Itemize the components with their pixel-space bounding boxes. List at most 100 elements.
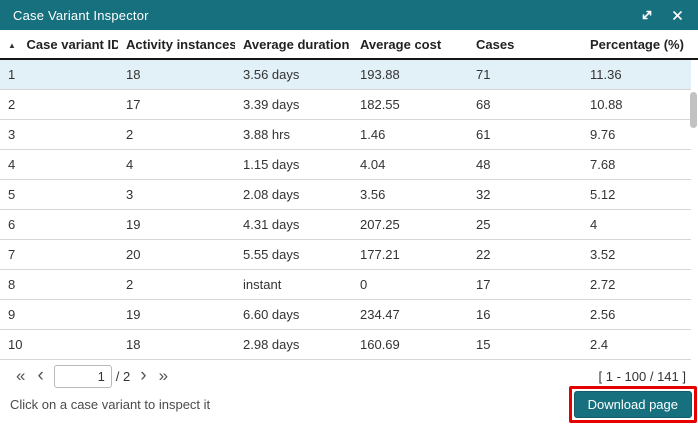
- table-cell: 9.76: [590, 127, 616, 142]
- row-range-label: [ 1 - 100 / 141 ]: [598, 368, 686, 384]
- table-cell: 19: [126, 307, 141, 322]
- table-cell: 2: [126, 277, 134, 292]
- table-cell: 2.98 days: [243, 337, 300, 352]
- table-cell: 160.69: [360, 337, 400, 352]
- column-header-label: Case variant ID: [26, 36, 118, 52]
- table-body: 1 18 3.56 days 193.88 71 11.36 2 17 3.39 days 182…: [0, 60, 691, 360]
- table-cell: 2: [126, 127, 134, 142]
- table-cell: 7: [8, 247, 16, 262]
- table-cell: 4: [126, 157, 134, 172]
- column-header-percentage[interactable]: Percentage (%): [590, 36, 684, 52]
- table-cell: 48: [476, 157, 491, 172]
- table-row[interactable]: 8 2 instant 0 17 2.72: [0, 270, 691, 300]
- table-cell: 193.88: [360, 67, 400, 82]
- table-row[interactable]: 10 18 2.98 days 160.69 15 2.4: [0, 330, 691, 360]
- table-cell: 177.21: [360, 247, 400, 262]
- table-cell: 1.46: [360, 127, 386, 142]
- table-cell: 15: [476, 337, 491, 352]
- table-row[interactable]: 2 17 3.39 days 182.55 68 10.88: [0, 90, 691, 120]
- column-header-average-cost[interactable]: Average cost: [360, 36, 442, 52]
- page-total-label: / 2: [115, 368, 131, 384]
- table-cell: 32: [476, 187, 491, 202]
- table-cell: 3.52: [590, 247, 616, 262]
- column-header-average-duration[interactable]: Average duration: [243, 36, 350, 52]
- table-header-row: ▲ Case variant ID Activity instances Ave…: [0, 30, 698, 60]
- table-row[interactable]: 6 19 4.31 days 207.25 25 4: [0, 210, 691, 240]
- case-variant-table: ▲ Case variant ID Activity instances Ave…: [0, 30, 698, 360]
- table-row[interactable]: 1 18 3.56 days 193.88 71 11.36: [0, 60, 691, 90]
- table-cell: 3: [8, 127, 16, 142]
- table-cell: 68: [476, 97, 491, 112]
- table-cell: 2.72: [590, 277, 616, 292]
- table-cell: 19: [126, 217, 141, 232]
- table-cell: 7.68: [590, 157, 616, 172]
- table-cell: instant: [243, 277, 282, 292]
- page-number-input[interactable]: [53, 364, 112, 388]
- table-cell: 5.12: [590, 187, 616, 202]
- table-cell: 4.04: [360, 157, 386, 172]
- table-cell: 3.56: [360, 187, 386, 202]
- table-cell: 234.47: [360, 307, 400, 322]
- table-cell: 5.55 days: [243, 247, 300, 262]
- table-cell: 61: [476, 127, 491, 142]
- table-cell: 18: [126, 67, 141, 82]
- table-cell: 2: [8, 97, 16, 112]
- sort-ascending-icon: ▲: [8, 40, 16, 50]
- vertical-scrollbar[interactable]: [690, 62, 698, 390]
- table-cell: 6.60 days: [243, 307, 300, 322]
- table-cell: 17: [476, 277, 491, 292]
- table-row[interactable]: 9 19 6.60 days 234.47 16 2.56: [0, 300, 691, 330]
- table-cell: 11.36: [590, 67, 622, 82]
- previous-page-button[interactable]: ‹: [37, 365, 44, 386]
- table-row[interactable]: 3 2 3.88 hrs 1.46 61 9.76: [0, 120, 691, 150]
- table-row[interactable]: 4 4 1.15 days 4.04 48 7.68: [0, 150, 691, 180]
- table-cell: 25: [476, 217, 491, 232]
- table-cell: 3.88 hrs: [243, 127, 290, 142]
- table-cell: 0: [360, 277, 368, 292]
- expand-icon[interactable]: [636, 4, 658, 26]
- table-cell: 16: [476, 307, 491, 322]
- table-cell: 20: [126, 247, 141, 262]
- scrollbar-thumb[interactable]: [690, 92, 697, 128]
- red-annotation-highlight: Download page: [568, 385, 697, 423]
- table-cell: 4: [590, 217, 598, 232]
- hint-text: Click on a case variant to inspect it: [10, 396, 211, 412]
- download-page-button[interactable]: Download page: [573, 390, 692, 418]
- dialog-titlebar: Case Variant Inspector: [0, 0, 698, 30]
- table-cell: 2.08 days: [243, 187, 300, 202]
- column-header-activity-instances[interactable]: Activity instances: [126, 36, 235, 52]
- table-cell: 1: [8, 67, 16, 82]
- first-page-button[interactable]: «: [16, 366, 26, 385]
- dialog-title: Case Variant Inspector: [13, 7, 149, 23]
- column-header-case-variant-id[interactable]: ▲ Case variant ID: [0, 37, 118, 52]
- table-cell: 3: [126, 187, 134, 202]
- column-header-cases[interactable]: Cases: [476, 36, 515, 52]
- table-cell: 6: [8, 217, 16, 232]
- table-cell: 10.88: [590, 97, 623, 112]
- table-cell: 22: [476, 247, 491, 262]
- table-row[interactable]: 7 20 5.55 days 177.21 22 3.52: [0, 240, 691, 270]
- table-cell: 1.15 days: [243, 157, 300, 172]
- table-cell: 3.39 days: [243, 97, 300, 112]
- table-cell: 182.55: [360, 97, 400, 112]
- table-cell: 207.25: [360, 217, 400, 232]
- table-cell: 8: [8, 277, 16, 292]
- close-icon[interactable]: [666, 4, 688, 26]
- table-cell: 4: [8, 157, 16, 172]
- table-cell: 9: [8, 307, 16, 322]
- table-cell: 4.31 days: [243, 217, 300, 232]
- table-cell: 10: [8, 337, 23, 352]
- next-page-button[interactable]: ›: [140, 365, 147, 386]
- table-cell: 2.56: [590, 307, 616, 322]
- table-cell: 71: [476, 67, 491, 82]
- table-cell: 17: [126, 97, 141, 112]
- table-cell: 3.56 days: [243, 67, 300, 82]
- pagination-bar: « ‹ / 2 › » [ 1 - 100 / 141 ]: [0, 363, 698, 389]
- table-row[interactable]: 5 3 2.08 days 3.56 32 5.12: [0, 180, 691, 210]
- last-page-button[interactable]: »: [158, 366, 169, 385]
- table-cell: 5: [8, 187, 16, 202]
- table-cell: 2.4: [590, 337, 609, 352]
- dialog-footer: Click on a case variant to inspect it Do…: [0, 384, 698, 424]
- table-cell: 18: [126, 337, 141, 352]
